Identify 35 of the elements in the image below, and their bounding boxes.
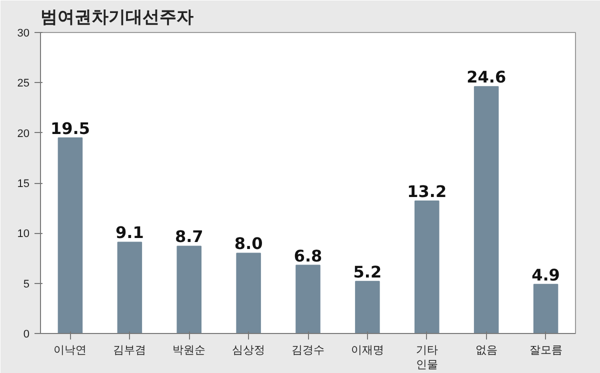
data-label: 13.2: [407, 182, 447, 202]
x-tick-label: 박원순: [172, 344, 206, 356]
bar: [236, 252, 261, 334]
data-label: 9.1: [115, 223, 144, 242]
bar: [474, 86, 499, 334]
y-tick-label: 30: [17, 28, 30, 40]
data-label: 4.9: [532, 265, 560, 284]
y-tick-label: 20: [17, 128, 30, 140]
data-label: 8.7: [174, 227, 204, 246]
bar: [296, 264, 320, 334]
data-label: 5.2: [353, 262, 382, 282]
data-label: 24.6: [466, 68, 506, 87]
bar: [414, 200, 440, 334]
bar: [176, 246, 202, 334]
y-tick-label: 25: [17, 78, 30, 90]
bar: [355, 280, 380, 334]
x-tick-label: 심상정: [232, 344, 266, 356]
y-tick-label: 10: [17, 228, 30, 240]
x-tick-label: 이재명: [350, 344, 384, 356]
y-tick-label: 15: [17, 178, 30, 190]
x-tick-label: 김경수: [292, 344, 324, 356]
bar: [117, 242, 142, 334]
y-tick-label: 0: [23, 328, 30, 340]
x-tick-label: 없음: [475, 344, 498, 356]
data-label: 8.0: [234, 234, 263, 254]
data-label: 19.5: [50, 118, 90, 138]
x-tick-label: 잘모름: [529, 344, 562, 356]
y-tick-label: 5: [23, 278, 30, 290]
x-tick-label: 이낙연: [54, 344, 87, 356]
x-tick-label: 김부겸: [113, 344, 146, 356]
data-label: 6.8: [294, 246, 322, 266]
bar: [58, 137, 83, 334]
chart-title: 범여권차기대선주자: [40, 8, 194, 28]
x-tick-label: 기타 인물: [416, 344, 438, 371]
bar: [533, 284, 558, 334]
